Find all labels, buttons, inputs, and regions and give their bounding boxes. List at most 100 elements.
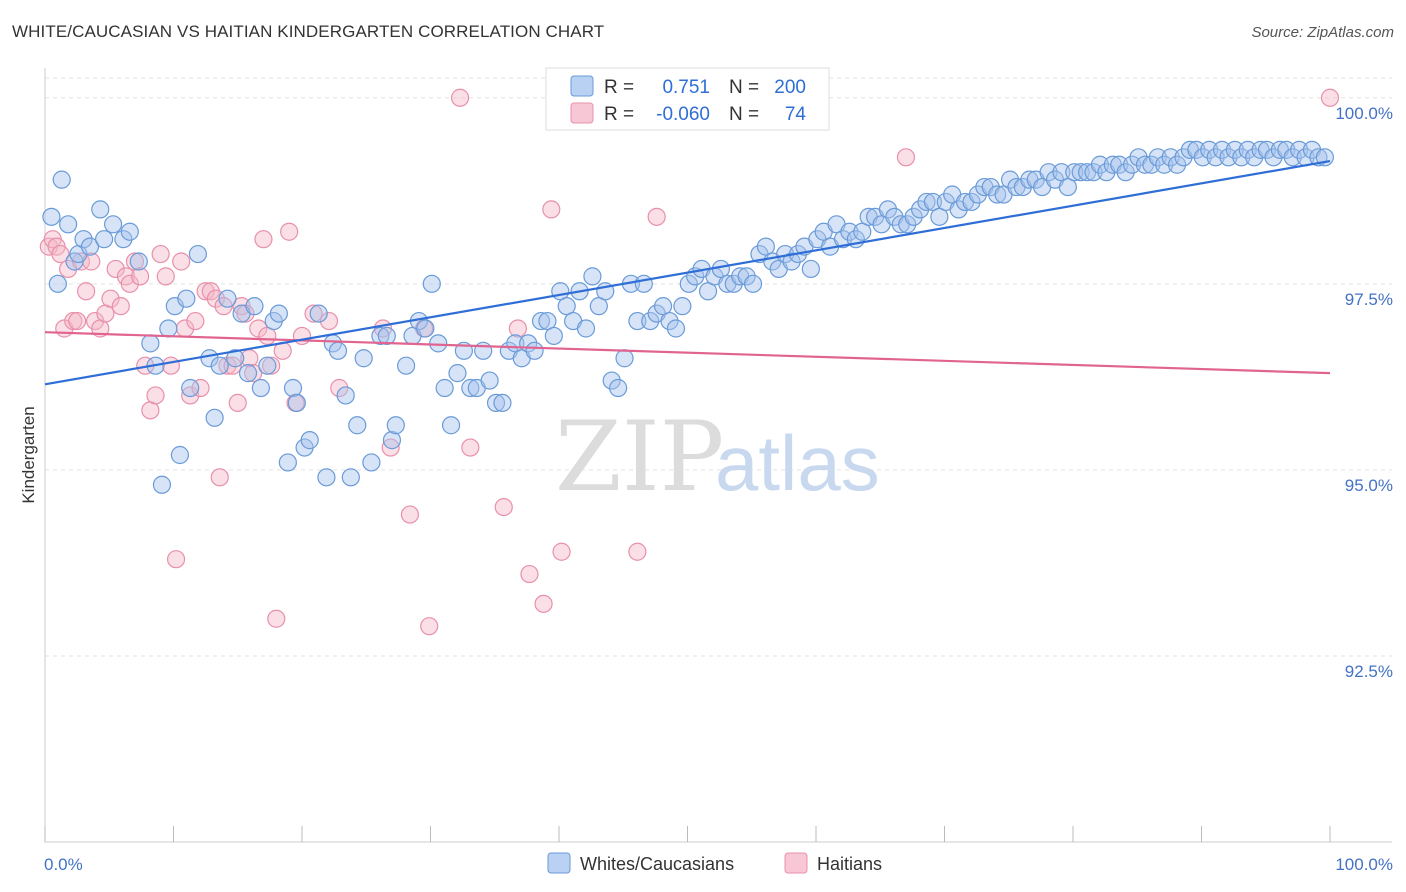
haitians-point: [552, 542, 571, 561]
whites-point: [210, 356, 229, 375]
whites-point: [188, 244, 208, 264]
y-tick-label: 95.0%: [1345, 476, 1393, 495]
whites-point: [1142, 155, 1161, 174]
whites-point: [328, 341, 348, 360]
whites-point: [782, 252, 801, 271]
y-tick-label: 100.0%: [1335, 104, 1393, 123]
haitians-point: [628, 542, 647, 561]
whites-point: [104, 215, 123, 234]
whites-point: [917, 192, 936, 212]
whites-point: [1084, 163, 1103, 182]
whites-point: [1283, 148, 1302, 167]
whites-point: [801, 259, 820, 279]
whites-point: [1155, 155, 1174, 174]
haitians-point: [64, 311, 83, 331]
whites-point: [120, 222, 139, 241]
whites-point: [904, 207, 923, 226]
whites-point: [480, 371, 499, 390]
haitians-point: [186, 311, 205, 331]
whites-point: [1065, 163, 1084, 182]
whites-point: [493, 393, 512, 413]
whites-point: [159, 319, 178, 338]
haitians-point: [161, 356, 181, 375]
whites-point: [679, 274, 698, 293]
whites-point: [1116, 163, 1135, 182]
bottom-legend: Whites/Caucasians Haitians: [547, 852, 882, 874]
whites-point: [74, 230, 93, 249]
whites-point: [95, 230, 114, 249]
whites-point: [1238, 140, 1257, 159]
whites-point: [287, 393, 306, 413]
whites-point: [673, 297, 692, 316]
whites-point: [615, 349, 634, 368]
whites-point: [177, 289, 196, 308]
whites-point: [362, 453, 381, 472]
whites-point: [628, 311, 647, 331]
whites-point: [429, 334, 448, 353]
haitians-point: [330, 378, 349, 398]
whites-point: [1039, 163, 1058, 182]
whites-point: [1167, 155, 1187, 174]
watermark: ZIP atlas: [555, 401, 880, 513]
haitians-point: [156, 267, 175, 286]
whites-point: [602, 371, 621, 390]
whites-point: [441, 416, 461, 435]
whites-point: [962, 192, 981, 212]
whites-point: [170, 445, 190, 465]
whites-point: [737, 267, 756, 286]
bottom-legend-swatch-pink: [784, 852, 808, 874]
whites-points: [42, 140, 1334, 494]
trend-lines: [44, 159, 1331, 386]
whites-point: [341, 468, 360, 487]
haitians-point: [319, 311, 339, 331]
whites-point: [666, 319, 686, 338]
whites-point: [218, 289, 237, 308]
haitians-point: [494, 497, 513, 517]
whites-point: [238, 364, 258, 383]
whites-point: [386, 416, 405, 435]
whites-point: [258, 356, 277, 375]
whites-point: [576, 319, 596, 338]
haitians-point: [101, 289, 120, 308]
whites-point: [988, 185, 1007, 204]
top-legend: R = 0.751 N = 200 R = -0.060 N = 74: [545, 67, 830, 131]
whites-point: [269, 304, 288, 323]
whites-point: [152, 475, 172, 494]
whites-point: [435, 378, 454, 398]
x-tick-label-max: 100.0%: [1335, 855, 1393, 874]
whites-point: [1090, 155, 1110, 174]
haitians-point: [130, 267, 150, 286]
whites-point: [1193, 148, 1212, 167]
whites-point: [486, 393, 506, 413]
haitians-point: [151, 244, 170, 264]
axes: [44, 68, 1392, 843]
haitians-trend-line: [44, 331, 1331, 375]
whites-point: [317, 468, 336, 487]
haitians-point: [647, 207, 666, 226]
whites-point: [641, 311, 660, 331]
y-axis-title: Kindergarten: [19, 406, 38, 503]
haitians-point: [210, 468, 229, 487]
whites-point: [743, 274, 763, 293]
whites-point: [42, 207, 61, 226]
haitians-point: [267, 609, 286, 628]
whites-point: [1110, 155, 1129, 174]
whites-point: [348, 416, 367, 435]
whites-point: [840, 222, 859, 241]
whites-point: [609, 378, 628, 398]
haitians-point: [400, 505, 420, 524]
haitians-point: [172, 252, 191, 271]
haitians-point: [292, 326, 312, 346]
haitians-points: [39, 88, 1340, 636]
haitians-point: [191, 378, 210, 398]
bottom-legend-label-pink: Haitians: [817, 854, 882, 874]
whites-point: [1225, 140, 1245, 159]
whites-point: [1277, 140, 1296, 159]
whites-point: [1123, 155, 1142, 174]
legend-r-value-pink: -0.060: [656, 104, 710, 125]
whites-point: [91, 200, 110, 219]
whites-point: [422, 274, 441, 293]
haitians-point: [228, 393, 247, 413]
haitians-point: [381, 438, 400, 457]
legend-r-label-blue: R =: [604, 77, 634, 98]
